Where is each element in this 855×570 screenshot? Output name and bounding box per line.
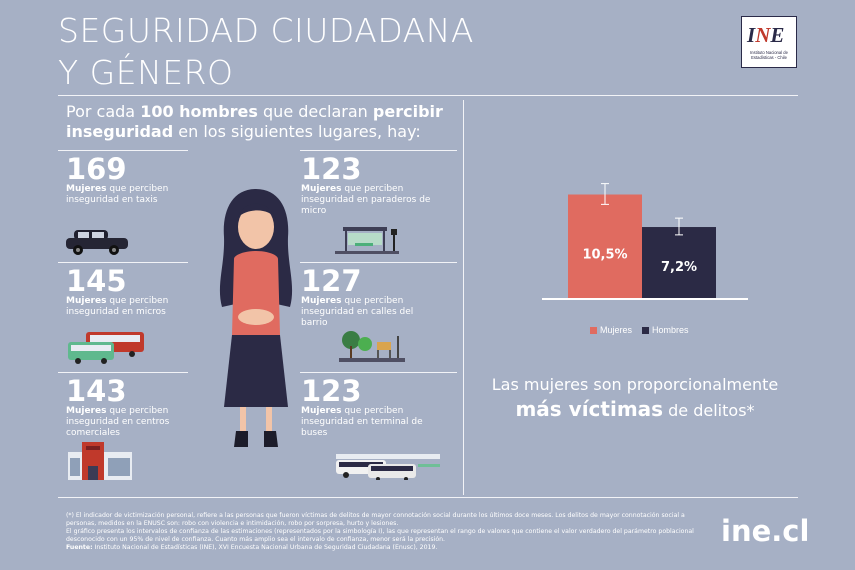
error-bar-mujeres — [601, 183, 609, 205]
header-divider — [58, 95, 798, 96]
stat-calles: 127 Mujeres que perciben inseguridad en … — [301, 266, 431, 329]
stat-value: 143 — [66, 374, 127, 408]
stat-micros: 145 Mujeres que perciben inseguridad en … — [66, 266, 196, 318]
chart-legend: Mujeres Hombres — [590, 325, 689, 335]
stat-divider — [300, 372, 457, 373]
stat-divider — [300, 262, 457, 263]
woman-illustration — [219, 189, 293, 447]
stat-description: Mujeres que perciben inseguridad en taxi… — [66, 184, 169, 205]
stat-value: 123 — [301, 152, 362, 186]
street-icon — [339, 331, 405, 362]
bus-stop-icon — [335, 227, 399, 254]
stat-divider — [58, 262, 188, 263]
footnote-confidence: El gráfico presenta los intervalos de co… — [66, 528, 694, 543]
error-bar-hombres — [675, 217, 683, 236]
stat-divider — [300, 150, 457, 151]
headline-text: Las mujeres son proporcionalmente más ví… — [470, 373, 800, 423]
mall-icon — [68, 442, 132, 480]
stat-description: Mujeres que perciben inseguridad en term… — [301, 406, 423, 438]
bus-icon — [68, 332, 144, 364]
legend-swatch — [590, 326, 597, 334]
stat-value: 145 — [66, 264, 127, 298]
data-label-mujeres: 10,5% — [582, 248, 627, 263]
stat-description: Mujeres que perciben inseguridad en micr… — [66, 296, 169, 317]
stat-description: Mujeres que perciben inseguridad en para… — [301, 184, 431, 216]
stat-divider — [58, 372, 188, 373]
bar-hombres — [642, 227, 716, 298]
site-url[interactable]: ine.cl — [721, 514, 810, 548]
stat-paraderos: 123 Mujeres que perciben inseguridad en … — [301, 154, 431, 217]
title-line-2: Y GÉNERO — [58, 53, 234, 92]
headline-line-1: Las mujeres son proporcionalmente — [491, 375, 779, 394]
logo-mark: INE — [747, 23, 785, 47]
ine-logo: INE Instituto Nacional de Estadísticas -… — [741, 16, 797, 68]
footnote: (*) El indicador de victimización person… — [66, 512, 716, 552]
stat-value: 169 — [66, 152, 127, 186]
logo-caption: Instituto Nacional de Estadísticas - Chi… — [750, 50, 788, 60]
title-line-1: SEGURIDAD CIUDADANA — [58, 11, 474, 50]
page-title: SEGURIDAD CIUDADANA Y GÉNERO — [58, 10, 474, 94]
stat-description: Mujeres que perciben inseguridad en cent… — [66, 406, 170, 438]
stat-divider — [58, 150, 188, 151]
taxi-icon — [66, 230, 128, 255]
stat-description: Mujeres que perciben inseguridad en call… — [301, 296, 414, 328]
footnote-source: Fuente: Instituto Nacional de Estadístic… — [66, 544, 438, 551]
headline-line-2: más víctimas de delitos* — [515, 397, 755, 421]
stat-value: 127 — [301, 264, 362, 298]
bus-terminal-icon — [336, 454, 440, 480]
legend-item-hombres: Hombres — [642, 325, 689, 335]
footer-divider — [58, 497, 798, 498]
stat-taxis: 169 Mujeres que perciben inseguridad en … — [66, 154, 196, 206]
footnote-definition: (*) El indicador de victimización person… — [66, 512, 685, 527]
victimization-bar-chart: 10,5% 7,2% — [542, 183, 748, 300]
intro-text: Por cada 100 hombres que declaran percib… — [66, 102, 443, 141]
stat-centros-comerciales: 143 Mujeres que perciben inseguridad en … — [66, 376, 196, 439]
data-label-hombres: 7,2% — [661, 260, 697, 275]
column-divider — [463, 100, 464, 495]
stat-terminal: 123 Mujeres que perciben inseguridad en … — [301, 376, 431, 439]
bar-mujeres — [568, 194, 642, 298]
legend-swatch — [642, 326, 650, 334]
stat-value: 123 — [301, 374, 362, 408]
legend-item-mujeres: Mujeres — [590, 325, 632, 335]
